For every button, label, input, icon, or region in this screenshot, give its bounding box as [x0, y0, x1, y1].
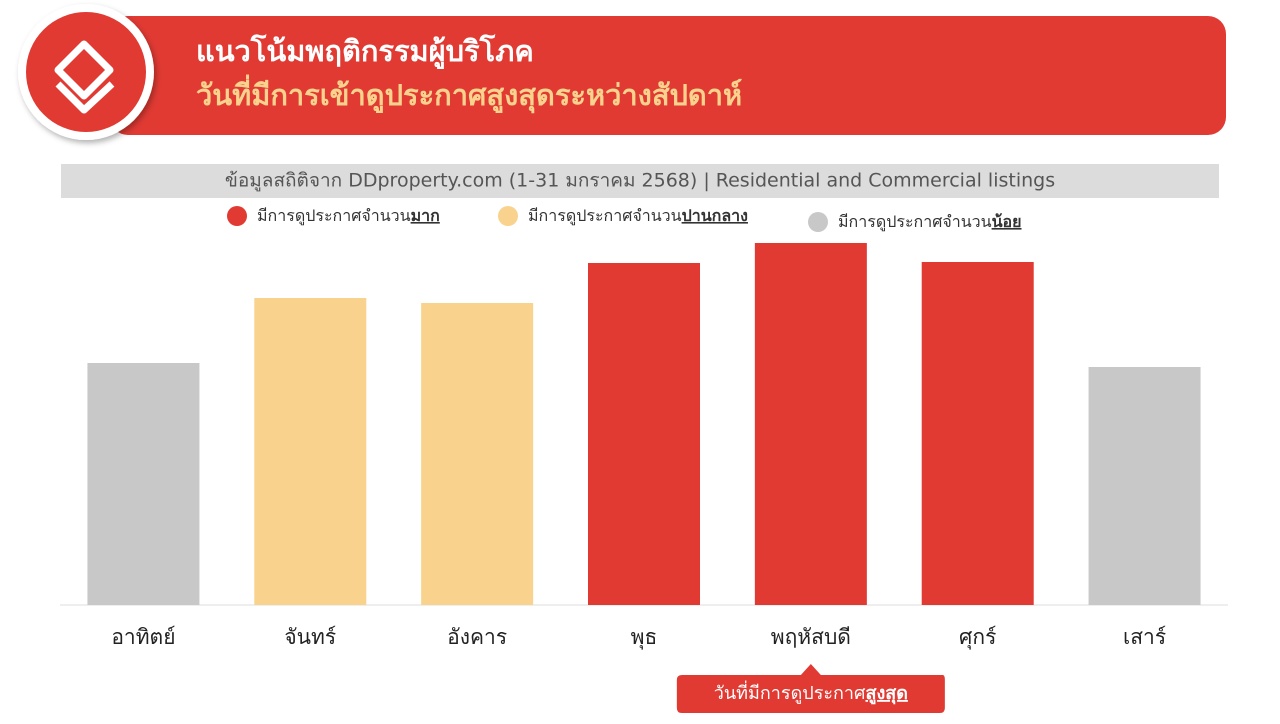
- bar: [254, 298, 367, 605]
- legend-label: มีการดูประกาศจำนวนน้อย: [838, 212, 1022, 232]
- subtitle: วันที่มีการเข้าดูประกาศสูงสุดระหว่างสัปด…: [196, 74, 742, 113]
- source-band: [61, 164, 1219, 198]
- legend-text: มีการดูประกาศจำนวน: [838, 212, 992, 232]
- legend-label: มีการดูประกาศจำนวนมาก: [257, 206, 440, 226]
- x-tick-label: เสาร์: [1123, 625, 1166, 649]
- bar: [87, 363, 200, 605]
- legend-swatch: [498, 206, 518, 226]
- legend-emphasis: น้อย: [992, 212, 1022, 231]
- bar: [754, 243, 867, 605]
- source: ข้อมูลสถิติจาก DDproperty.com (1-31 มกรา…: [225, 170, 1055, 192]
- callout: วันที่มีการดูประกาศสูงสุด: [714, 680, 908, 705]
- legend-text: มีการดูประกาศจำนวน: [528, 206, 682, 226]
- title: แนวโน้มพฤติกรรมผู้บริโภค: [196, 33, 534, 69]
- legend-text: มีการดูประกาศจำนวน: [257, 206, 411, 226]
- callout-emphasis: สูงสุด: [865, 683, 907, 705]
- legend-emphasis: มาก: [411, 206, 440, 225]
- header-band: [110, 16, 1226, 135]
- legend-emphasis: ปานกลาง: [682, 206, 748, 225]
- x-tick-label: จันทร์: [284, 625, 336, 649]
- x-tick-label: พุธ: [631, 625, 658, 650]
- bar: [588, 263, 700, 605]
- logo: [26, 12, 146, 132]
- bar: [921, 262, 1034, 605]
- x-tick-label: พฤหัสบดี: [771, 625, 851, 649]
- x-tick-label: อังคาร: [447, 625, 507, 649]
- bar: [1088, 367, 1201, 605]
- legend-label: มีการดูประกาศจำนวนปานกลาง: [528, 206, 748, 226]
- legend-swatch: [808, 212, 828, 232]
- x-tick-label: ศุกร์: [959, 625, 996, 650]
- bar: [421, 303, 534, 605]
- x-tick-label: อาทิตย์: [111, 625, 175, 649]
- logo-icon: [54, 40, 115, 114]
- callout-text: วันที่มีการดูประกาศ: [714, 680, 866, 704]
- callout-box: [676, 664, 945, 713]
- legend-swatch: [227, 206, 247, 226]
